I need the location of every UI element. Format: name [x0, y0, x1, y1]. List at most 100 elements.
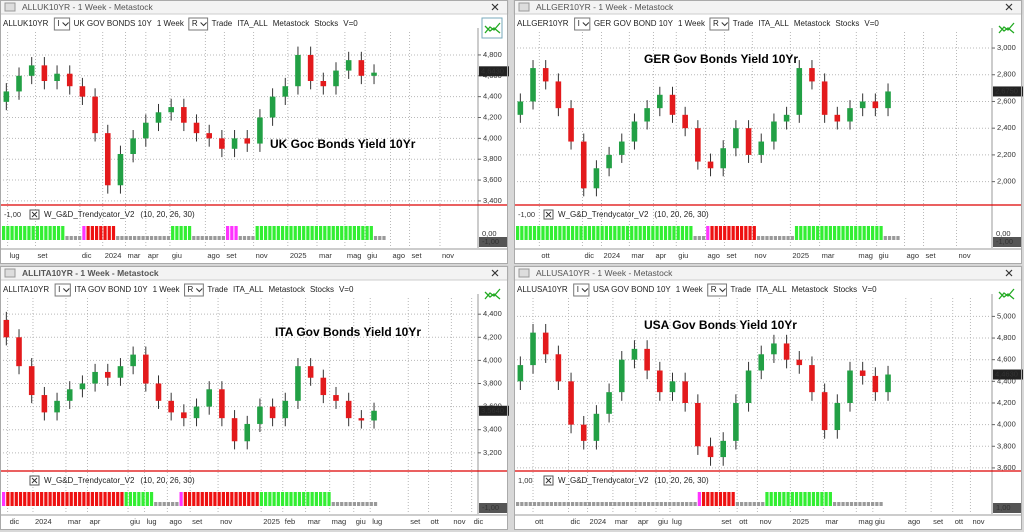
indicator-block	[6, 492, 10, 506]
candle-body	[16, 337, 22, 367]
x-tick-label: mag	[332, 517, 347, 526]
indicator-block	[739, 226, 744, 240]
indicator-block	[251, 492, 255, 506]
x-tick-label: mag	[347, 251, 362, 260]
indicator-block	[769, 492, 773, 506]
dropdown-label[interactable]: I	[577, 285, 579, 294]
dropdown-box[interactable]	[574, 17, 591, 31]
indicator-block	[56, 492, 61, 506]
close-icon	[491, 269, 499, 277]
indicator-block	[524, 226, 528, 240]
dropdown-box[interactable]	[707, 283, 728, 297]
candle-body	[143, 122, 149, 139]
indicator-block	[196, 236, 200, 240]
indicator-block	[116, 492, 120, 506]
indicator-block	[120, 492, 124, 506]
close-button[interactable]	[1005, 3, 1013, 11]
indicator-block	[276, 492, 280, 506]
x-tick-label: set	[726, 251, 737, 260]
indicator-block	[672, 226, 676, 240]
indicator-block	[69, 492, 73, 506]
indicator-block	[56, 226, 61, 240]
chart-heading: GER Gov Bonds Yield 10Yr	[644, 52, 798, 66]
dropdown-arrow	[200, 22, 207, 27]
candle-body	[580, 424, 587, 441]
indicator-block	[133, 236, 137, 240]
indicator-block	[323, 226, 327, 240]
dropdown-label[interactable]: R	[713, 19, 719, 28]
dropdown-box[interactable]	[709, 17, 730, 31]
indicator-block	[549, 226, 554, 240]
chart-window: ALLUK10YR - 1 Week - Metastock ALLUK10YR I…	[0, 0, 509, 264]
dropdown-label[interactable]: R	[192, 19, 198, 28]
candle-body	[282, 86, 289, 97]
indicator-block	[2, 492, 6, 506]
candle-body	[168, 400, 174, 413]
close-button[interactable]	[1005, 269, 1013, 277]
indicator-block	[116, 236, 120, 240]
indicator-block	[756, 502, 761, 506]
indicator-block	[824, 226, 828, 240]
toolbar-icon-arrows	[484, 22, 501, 34]
indicator-block	[583, 226, 587, 240]
indicator-block	[44, 226, 48, 240]
indicator-block	[192, 492, 196, 506]
dropdown-label[interactable]: I	[578, 19, 580, 28]
toolbar-text: Stocks	[310, 285, 334, 294]
candle-body	[333, 70, 339, 87]
toolbar-icon-arrows	[998, 288, 1015, 300]
indicator-block	[217, 492, 221, 506]
candle-body	[181, 412, 187, 419]
indicator-block	[596, 226, 600, 240]
candle-body	[517, 365, 524, 382]
dropdown-label[interactable]: R	[711, 285, 717, 294]
x-tick-label: 2024	[590, 517, 607, 526]
indicator-params: (10, 20, 26, 30)	[654, 210, 709, 219]
indicator-block	[570, 502, 575, 506]
indicator-block	[213, 236, 217, 240]
x-tick-label: 2024	[603, 251, 620, 260]
indicator-block	[600, 502, 604, 506]
indicator-block	[179, 492, 183, 506]
dropdown-box[interactable]	[188, 17, 209, 31]
indicator-block	[82, 492, 86, 506]
indicator-block	[158, 502, 162, 506]
x-tick-label: lug	[372, 517, 382, 526]
toolbar-text: ITA_ALL	[758, 19, 789, 28]
indicator-block	[630, 226, 634, 240]
x-tick-label: set	[38, 251, 49, 260]
indicator-block	[369, 226, 373, 240]
candle-body	[809, 68, 815, 82]
indicator-block	[247, 236, 251, 240]
dropdown-label[interactable]: R	[188, 285, 194, 294]
indicator-block	[310, 492, 314, 506]
dropdown-label[interactable]: I	[58, 285, 60, 294]
dropdown-box[interactable]	[54, 283, 71, 297]
dropdown-box[interactable]	[184, 283, 204, 297]
candle-body	[745, 370, 752, 403]
dropdown-arrow	[62, 288, 70, 293]
candle-body	[231, 418, 238, 442]
close-button[interactable]	[491, 3, 499, 11]
indicator-block	[566, 226, 570, 240]
indicator-block	[187, 492, 192, 506]
indicator-block	[714, 492, 718, 506]
y-tick-label: 4,000	[483, 355, 502, 364]
candle-body	[41, 395, 48, 413]
dropdown-box[interactable]	[53, 17, 71, 31]
dropdown-label[interactable]: I	[57, 19, 59, 28]
dropdown-box[interactable]	[573, 283, 590, 297]
indicator-block	[369, 502, 373, 506]
indicator-block	[196, 492, 200, 506]
indicator-scale-label: -1,00	[4, 210, 21, 219]
indicator-block	[549, 502, 554, 506]
candle-body	[92, 96, 98, 134]
close-button[interactable]	[491, 269, 499, 277]
indicator-block	[340, 502, 344, 506]
indicator-block	[238, 492, 242, 506]
indicator-block	[875, 226, 879, 240]
y-tick-label: 3,600	[997, 463, 1016, 472]
indicator-block	[638, 502, 642, 506]
indicator-block	[171, 502, 175, 506]
dropdown-arrow	[719, 288, 726, 293]
